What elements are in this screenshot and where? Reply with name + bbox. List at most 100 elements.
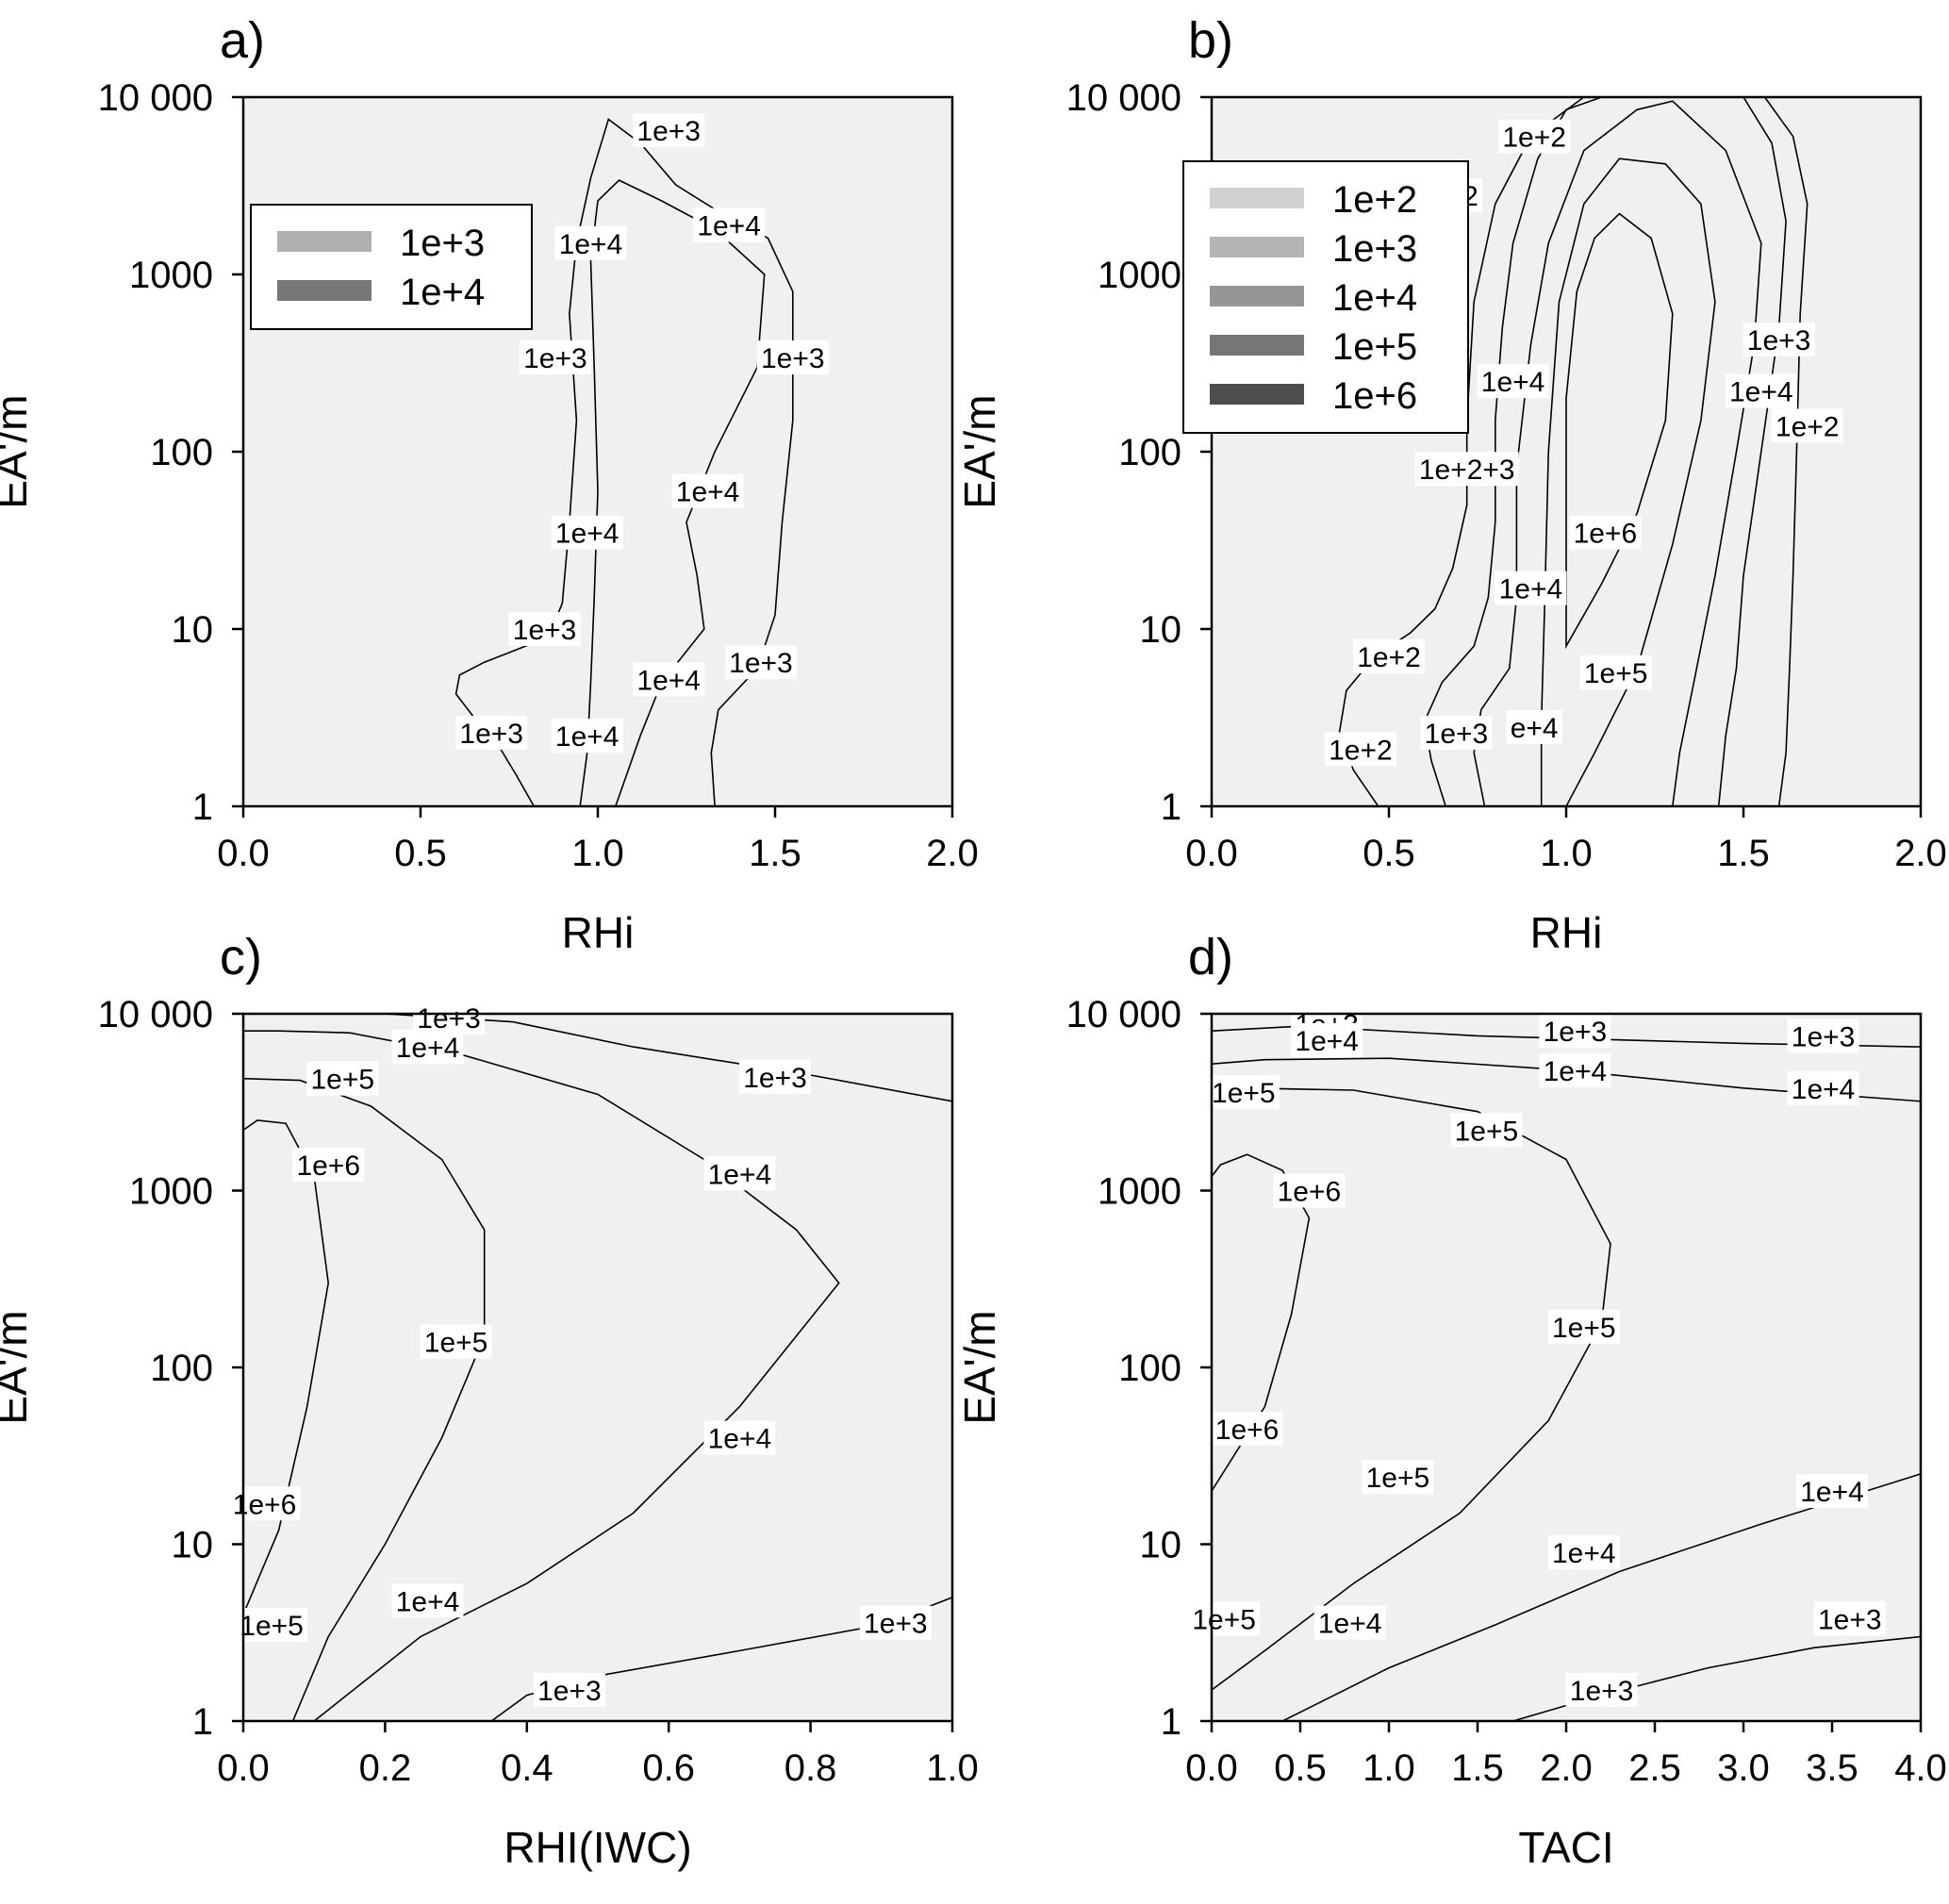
contour-label-bg <box>1450 1113 1523 1148</box>
contour-label: 1e+5 <box>1455 1116 1519 1147</box>
x-tick-label: 2.0 <box>926 833 979 874</box>
x-tick-label: 1.0 <box>1540 833 1593 874</box>
contour-label-bg <box>1324 732 1396 767</box>
contour-label-bg <box>1362 1460 1434 1495</box>
contour-label-bg <box>1420 715 1493 750</box>
contour-label-bg <box>703 1420 776 1455</box>
panel-letter: c) <box>220 929 262 985</box>
y-axis-label: EA'/m <box>0 394 36 508</box>
x-tick-label: 2.0 <box>1540 1747 1593 1789</box>
contour-label-bg <box>1579 654 1652 689</box>
contour-label: 1e+2 <box>1329 735 1393 766</box>
contour-label-bg <box>693 207 766 242</box>
x-tick-label: 0.0 <box>217 833 270 874</box>
y-tick-label: 1 <box>192 786 213 828</box>
contour-label-bg <box>1547 1309 1620 1344</box>
y-tick-label: 1000 <box>129 1171 213 1213</box>
y-tick-label: 10 <box>1140 1525 1182 1566</box>
contour-level-1e+3 <box>1423 97 1787 806</box>
x-tick-label: 0.5 <box>1363 833 1415 874</box>
y-tick-label: 1000 <box>1098 255 1181 296</box>
contour-label-bg <box>508 612 581 646</box>
x-tick-label: 1.0 <box>926 1747 979 1789</box>
x-tick-label: 0.0 <box>217 1747 270 1789</box>
x-tick-label: 1.5 <box>749 833 801 874</box>
contour-label-bg <box>1569 515 1642 550</box>
contour-label-bg <box>1539 1052 1611 1087</box>
contour-label-bg <box>1506 709 1562 744</box>
x-tick-label: 2.0 <box>1894 833 1947 874</box>
contour-label: 1e+4 <box>697 211 761 242</box>
panel-a: 1e+3 1e+4 1e+4 1e+3 1e+3 1e+4 1e+4 1e+3 1e+3 1e+4… <box>0 12 979 957</box>
y-tick-label: 1000 <box>1098 1171 1181 1213</box>
contour-level-1e+4 <box>1473 100 1762 806</box>
legend-swatch <box>1210 384 1304 405</box>
legend-label: 1e+3 <box>400 223 485 264</box>
y-tick-label: 10 <box>172 1525 214 1566</box>
contour-label-bg <box>633 113 705 148</box>
x-axis-label: RHI(IWC) <box>504 1823 691 1872</box>
contour-label: 1e+4 <box>708 1424 772 1455</box>
contour-label-bg <box>391 1030 464 1065</box>
contour-label: 1e+4 <box>396 1586 460 1617</box>
y-tick-label: 1 <box>1161 1701 1181 1743</box>
contour-label-bg <box>1771 408 1843 443</box>
contour-label: 1e+3 <box>864 1609 928 1640</box>
legend-swatch <box>1210 286 1304 306</box>
panel-b: 1e+221e+31e+41e+21e+41e+2+31e+61e+41e+21… <box>955 12 1947 957</box>
contour-label-bg <box>1207 1075 1280 1110</box>
contour-level-1e+5 <box>1540 157 1716 806</box>
x-axis-label: TACI <box>1518 1823 1613 1872</box>
contour-level-1e+3 <box>1212 1025 1921 1721</box>
contour-label: 1e+4 <box>1318 1609 1382 1640</box>
contour-label: 1e+2+3 <box>1419 455 1515 486</box>
y-tick-label: 10 000 <box>1066 77 1181 119</box>
contour-label: 1e+3 <box>729 648 793 679</box>
contour-label: 1e+3 <box>1747 325 1811 356</box>
contour-label: 1e+3 <box>743 1063 807 1094</box>
y-tick-label: 10 000 <box>98 77 213 119</box>
x-tick-label: 1.0 <box>1363 1747 1415 1789</box>
legend-label: 1e+2 <box>1332 179 1417 221</box>
y-tick-label: 1 <box>1161 786 1181 828</box>
contour-label-bg <box>859 1605 932 1640</box>
y-axis-label: EA'/m <box>955 394 1004 508</box>
contour-label: 1e+4 <box>396 1033 460 1064</box>
x-tick-label: 0.6 <box>642 1747 695 1789</box>
panel-letter: a) <box>220 12 265 69</box>
contour-label: 1e+5 <box>1552 1313 1616 1344</box>
contour-label: 1e+5 <box>1212 1078 1276 1109</box>
contour-label-bg <box>1547 1535 1620 1570</box>
contour-label: 1e+4 <box>1499 574 1563 605</box>
x-tick-label: 0.0 <box>1185 833 1238 874</box>
contour-label: 1e+3 <box>459 719 523 750</box>
contour-label: 1e+5 <box>1192 1604 1256 1635</box>
x-tick-label: 3.0 <box>1717 1747 1770 1789</box>
contour-label: 1e+5 <box>1366 1463 1430 1494</box>
x-tick-label: 3.5 <box>1806 1747 1858 1789</box>
legend-label: 1e+4 <box>400 272 485 313</box>
contour-label: 1e+5 <box>424 1328 488 1359</box>
contour-label-bg <box>1565 1672 1638 1707</box>
contour-label-bg <box>633 662 705 697</box>
contour-label: 1e+4 <box>559 229 623 260</box>
contour-label-bg <box>413 1001 486 1035</box>
x-tick-label: 0.2 <box>359 1747 412 1789</box>
contour-label: 1e+3 <box>1818 1604 1882 1635</box>
legend-swatch <box>277 280 372 301</box>
contour-label-bg <box>306 1061 379 1096</box>
x-tick-label: 0.8 <box>785 1747 837 1789</box>
panel-letter: d) <box>1188 929 1233 985</box>
contour-label-bg <box>1743 322 1815 356</box>
contour-label-bg <box>292 1148 365 1183</box>
contour-label: 1e+4 <box>1729 377 1793 408</box>
x-tick-label: 2.5 <box>1628 1747 1681 1789</box>
contour-label-bg <box>1414 452 1519 487</box>
contour-label: 1e+6 <box>1574 519 1638 550</box>
contour-label-bg <box>1188 1601 1261 1636</box>
contour-label: 1e+3 <box>761 343 825 374</box>
contour-label: 1e+3 <box>636 116 701 147</box>
legend-label: 1e+4 <box>1332 277 1417 319</box>
y-tick-label: 100 <box>1118 432 1181 473</box>
x-tick-label: 0.5 <box>394 833 447 874</box>
